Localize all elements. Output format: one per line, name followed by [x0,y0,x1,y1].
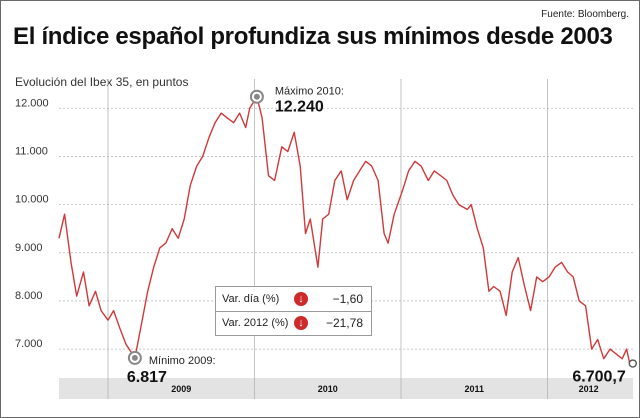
variation-year-value: −21,78 [325,316,363,330]
x-tick-label: 2012 [579,384,599,394]
y-tick-label: 9.000 [15,242,43,254]
min-marker-dot [131,354,138,361]
y-tick-label: 11.000 [15,145,48,157]
variation-day-label: Var. día (%) [222,293,280,305]
variation-table: Var. día (%) ↓ −1,60 Var. 2012 (%) ↓ −21… [215,286,372,336]
variation-row-year: Var. 2012 (%) ↓ −21,78 [216,311,371,335]
max-annotation-value: 12.240 [275,99,324,116]
max-marker-dot [253,93,260,100]
y-tick-label: 7.000 [15,338,43,350]
source-note: Fuente: Bloomberg. [541,9,629,20]
y-tick-label: 8.000 [15,290,43,302]
down-arrow-icon: ↓ [294,316,308,330]
y-tick-label: 10.000 [15,194,49,206]
x-tick-label: 2009 [171,384,191,394]
ibex-series-line [58,96,631,364]
variation-year-label: Var. 2012 (%) [222,317,289,329]
down-arrow-icon: ↓ [294,292,308,306]
max-annotation-label: Máximo 2010: [275,86,344,98]
x-tick-label: 2010 [318,384,338,394]
min-annotation-value: 6.817 [127,369,167,386]
last-value-marker [628,359,637,368]
last-value-label: 6.700,7 [572,369,625,386]
x-tick-label: 2011 [464,384,484,394]
variation-row-day: Var. día (%) ↓ −1,60 [216,287,371,312]
y-tick-label: 12.000 [15,97,49,109]
x-axis-band [59,378,633,399]
chart-subtitle: Evolución del Ibex 35, en puntos [15,75,189,89]
variation-day-value: −1,60 [332,292,363,306]
chart-title: El índice español profundiza sus mínimos… [13,23,613,50]
min-annotation-label: Mínimo 2009: [149,355,216,367]
